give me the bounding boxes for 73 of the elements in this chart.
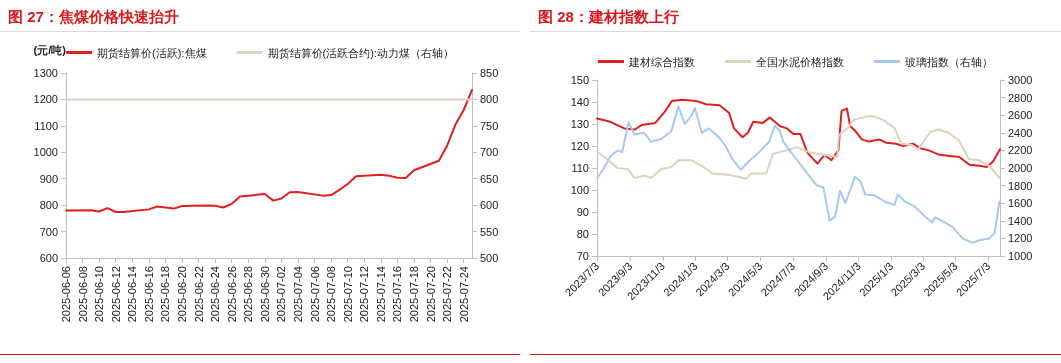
y2-tick-label: 550 (480, 225, 499, 238)
y2-tick-label: 2200 (1008, 144, 1033, 157)
legend-label: 期货结算价(活跃合约):动力煤（右轴） (267, 46, 454, 59)
x-tick-label: 2025-07-22 (441, 266, 454, 323)
chart-title: 图 27：焦煤价格快速抬升 (0, 0, 520, 32)
y-axis-title: (元/吨) (33, 43, 67, 56)
x-tick-label: 2025-06-18 (159, 266, 172, 323)
y2-tick-label: 1000 (1008, 250, 1033, 262)
y2-tick-label: 1200 (1008, 232, 1033, 245)
y-tick-label: 1300 (33, 67, 58, 79)
x-tick-label: 2025-07-06 (308, 266, 321, 323)
y2-tick-label: 2600 (1008, 109, 1033, 122)
x-tick-label: 2025-07-08 (325, 266, 338, 323)
y-tick-label: 800 (39, 199, 58, 212)
y-tick-label: 70 (576, 250, 589, 262)
y-tick-label: 100 (570, 184, 589, 196)
y-tick-label: 1100 (34, 119, 58, 132)
x-tick-label: 2025-07-04 (292, 266, 304, 323)
x-tick-label: 2025-07-02 (275, 266, 288, 323)
y2-tick-label: 2800 (1008, 91, 1033, 104)
y-tick-label: 120 (570, 140, 589, 152)
legend-label: 玻璃指数（右轴） (905, 55, 993, 68)
x-tick-label: 2025-06-24 (209, 266, 222, 323)
chart-title: 图 28：建材指数上行 (530, 0, 1061, 32)
y-tick-label: 1000 (33, 146, 58, 159)
x-tick-label: 2025-06-12 (109, 266, 122, 323)
line-series (65, 88, 473, 214)
x-tick-label: 2025-07-18 (408, 266, 420, 323)
x-tick-label: 2025-06-08 (76, 266, 89, 323)
x-tick-label: 2025-06-26 (225, 266, 238, 323)
x-tick-label: 2025-06-10 (93, 266, 106, 323)
x-tick-label: 2025-06-20 (176, 266, 188, 323)
x-tick-label: 2025-06-14 (126, 266, 139, 323)
x-tick-label: 2025-06-30 (258, 266, 271, 323)
line-series (596, 115, 1001, 180)
y-tick-label: 150 (570, 74, 589, 86)
y2-tick-label: 500 (480, 252, 499, 264)
x-tick-label: 2025-07-16 (391, 266, 404, 323)
legend-label: 期货结算价(活跃):焦煤 (97, 46, 207, 59)
y2-tick-label: 2400 (1008, 126, 1033, 139)
x-tick-label: 2025-07-10 (341, 266, 354, 323)
y-tick-label: 80 (576, 228, 589, 240)
y-tick-label: 1200 (33, 93, 58, 106)
x-tick-label: 2025-07-24 (457, 266, 470, 323)
y2-tick-label: 650 (480, 172, 499, 185)
y2-tick-label: 2000 (1008, 162, 1033, 174)
x-tick-label: 2025-06-22 (192, 266, 205, 323)
y-tick-label: 900 (39, 172, 58, 185)
legend-label: 全国水泥价格指数 (756, 55, 844, 68)
line-series (596, 98, 1001, 168)
y-tick-label: 700 (39, 225, 58, 238)
x-tick-label: 2025-06-28 (242, 266, 255, 323)
y2-tick-label: 800 (480, 93, 499, 106)
y2-tick-label: 750 (480, 119, 499, 132)
x-tick-label: 2025-07-14 (374, 266, 387, 323)
x-tick-label: 2025-06-16 (142, 266, 155, 323)
y2-tick-label: 600 (480, 199, 499, 212)
y2-tick-label: 700 (480, 146, 499, 159)
y2-tick-label: 850 (480, 67, 499, 79)
line-series (596, 105, 1001, 244)
y-tick-label: 130 (570, 118, 589, 130)
x-tick-label: 2025-07-20 (424, 266, 437, 323)
y-tick-label: 90 (576, 206, 589, 218)
y2-tick-label: 1800 (1008, 179, 1033, 192)
x-tick-label: 2025-06-06 (60, 266, 72, 323)
y-tick-label: 600 (39, 252, 58, 264)
y2-tick-label: 3000 (1008, 74, 1033, 86)
y-tick-label: 110 (571, 162, 589, 174)
y-tick-label: 140 (570, 96, 589, 108)
y2-tick-label: 1400 (1008, 214, 1033, 227)
y2-tick-label: 1600 (1008, 197, 1033, 210)
legend-label: 建材综合指数 (628, 55, 695, 68)
x-tick-label: 2025-07-12 (358, 266, 371, 323)
